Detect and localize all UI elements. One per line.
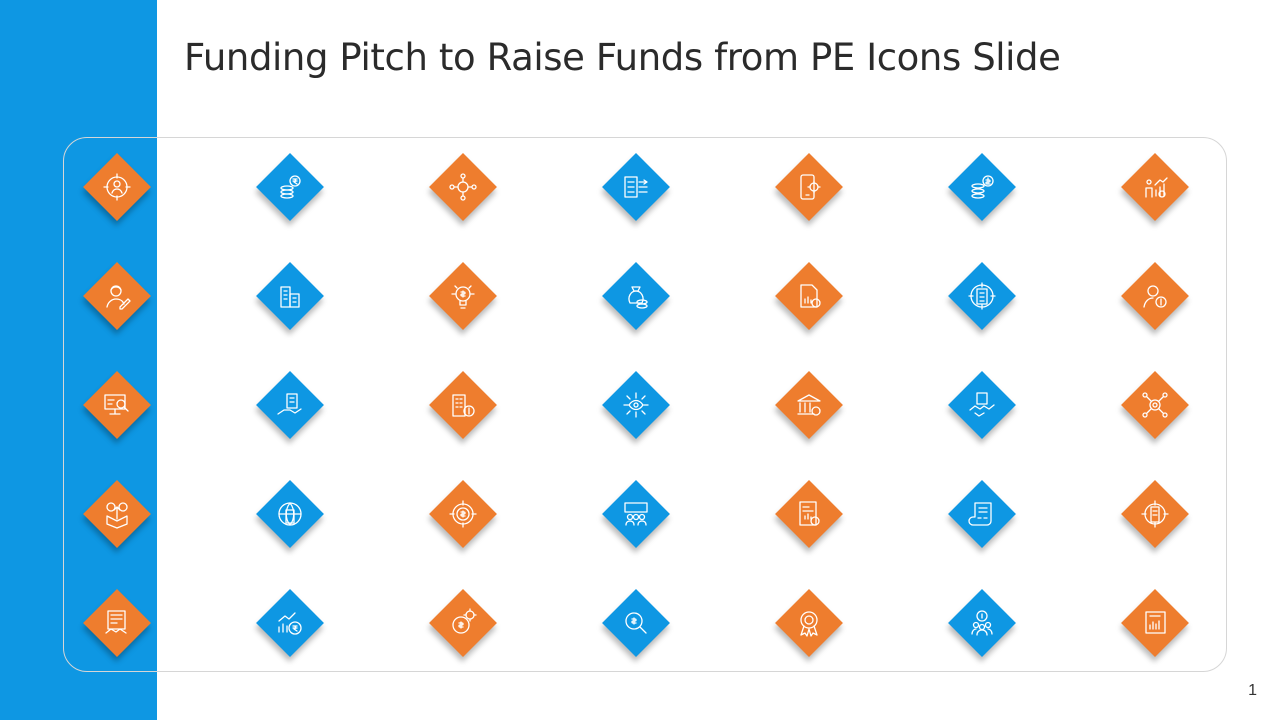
icon-tile xyxy=(83,589,151,657)
icon-tile xyxy=(775,480,843,548)
growth-people-icon xyxy=(1145,177,1168,198)
award-badge-icon xyxy=(800,611,818,637)
icon-tile xyxy=(83,371,151,439)
target-building-icon xyxy=(968,282,996,310)
icons-panel xyxy=(63,137,1227,672)
icon-tile xyxy=(429,153,497,221)
icon-tile xyxy=(948,371,1016,439)
icon-tile xyxy=(775,371,843,439)
handshake-icon xyxy=(969,392,995,417)
slide-title: Funding Pitch to Raise Funds from PE Ico… xyxy=(184,36,1061,79)
icon-tile xyxy=(948,589,1016,657)
icon-tile xyxy=(83,262,151,330)
icon-tile xyxy=(83,480,151,548)
report-document-icon xyxy=(800,284,821,308)
icon-tile xyxy=(256,262,324,330)
report-board-icon xyxy=(1145,611,1166,634)
side-accent-bar xyxy=(0,0,157,720)
icon-tile xyxy=(602,589,670,657)
buildings-icon xyxy=(280,286,300,308)
flow-chart-icon xyxy=(624,176,648,198)
bank-icon xyxy=(797,394,821,416)
presentation-search-icon xyxy=(104,394,129,415)
person-idea-icon xyxy=(1143,285,1167,308)
globe-city-icon xyxy=(278,502,302,526)
icon-tile xyxy=(602,480,670,548)
eye-network-icon xyxy=(623,392,649,418)
network-hub-icon xyxy=(449,173,477,201)
icon-tile xyxy=(775,262,843,330)
icon-tile xyxy=(256,480,324,548)
icon-tile xyxy=(83,153,151,221)
contract-handshake-icon xyxy=(105,610,127,634)
icon-tile xyxy=(602,262,670,330)
box-currency-icon xyxy=(106,502,128,529)
team-dollar-icon xyxy=(971,610,993,636)
building-dollar-icon xyxy=(452,394,475,417)
icon-tile xyxy=(775,153,843,221)
icon-tile xyxy=(602,371,670,439)
dollar-coins-icon xyxy=(971,175,994,199)
icon-tile xyxy=(1121,589,1189,657)
hand-building-icon xyxy=(277,393,302,415)
gear-network-icon xyxy=(1142,392,1168,418)
icon-tile xyxy=(948,153,1016,221)
icon-tile xyxy=(256,589,324,657)
idea-bulb-icon xyxy=(451,285,475,309)
target-skyscraper-icon xyxy=(1141,500,1169,528)
page-number: 1 xyxy=(1248,682,1257,699)
person-writing-icon xyxy=(106,285,131,310)
dollar-search-icon xyxy=(625,612,647,634)
icon-tile xyxy=(775,589,843,657)
mobile-gear-icon xyxy=(800,174,821,200)
icon-tile xyxy=(948,480,1016,548)
icon-tile xyxy=(429,589,497,657)
team-board-icon xyxy=(624,502,648,526)
target-dollar-icon xyxy=(449,500,477,528)
contract-scroll-icon xyxy=(968,502,992,526)
icon-tile xyxy=(429,371,497,439)
money-bag-icon xyxy=(628,286,648,309)
icon-tile xyxy=(256,371,324,439)
document-chart-icon xyxy=(799,501,820,526)
icon-tile xyxy=(948,262,1016,330)
icon-tile xyxy=(429,480,497,548)
icon-tile xyxy=(429,262,497,330)
rupee-coins-icon xyxy=(280,175,301,199)
growth-rupee-icon xyxy=(278,612,302,635)
icon-tile xyxy=(1121,480,1189,548)
target-person-icon xyxy=(103,173,131,201)
icon-tile xyxy=(1121,262,1189,330)
icon-tile xyxy=(1121,153,1189,221)
gear-dollar-icon xyxy=(452,608,477,634)
icon-tile xyxy=(1121,371,1189,439)
icon-tile xyxy=(256,153,324,221)
icon-tile xyxy=(602,153,670,221)
